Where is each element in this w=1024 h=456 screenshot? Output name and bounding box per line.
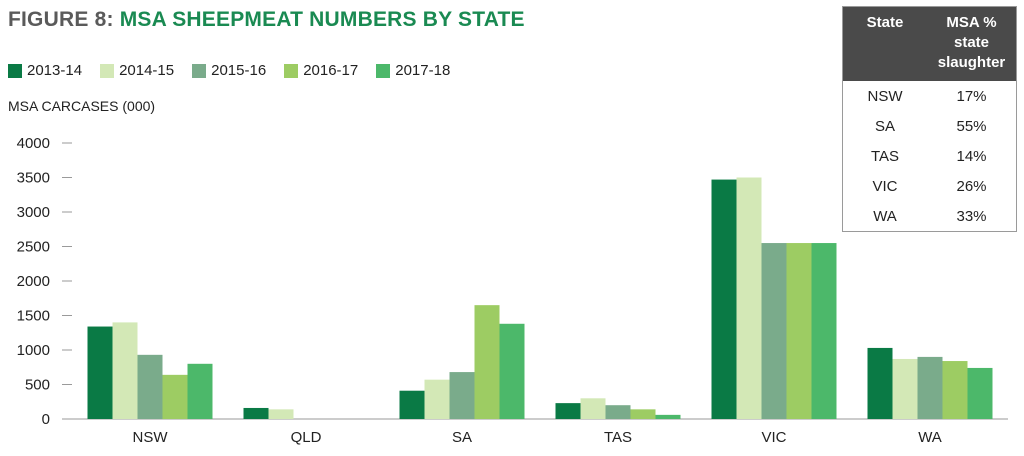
table-body: NSW 17% SA 55% TAS 14% VIC 26% WA 33%: [843, 81, 1016, 231]
table-row: WA 33%: [843, 201, 1016, 231]
x-tick-label: SA: [452, 429, 472, 446]
legend-label: 2013-14: [27, 62, 83, 79]
legend-label: 2014-15: [119, 62, 175, 79]
y-tick-label: 2000: [17, 273, 50, 290]
table-cell-msa-percent: 14%: [956, 147, 987, 165]
y-tick-label: 0: [42, 411, 50, 428]
table-cell-state: VIC: [872, 177, 898, 195]
legend-item: 2015-16: [192, 62, 266, 79]
figure-number: FIGURE 8:: [8, 8, 114, 31]
table-cell-state: TAS: [870, 147, 900, 165]
legend-item: 2014-15: [100, 62, 174, 79]
y-tick-label: 3000: [17, 204, 50, 221]
legend: 2013-14 2014-15 2015-16 2016-17 2017-18: [8, 62, 450, 79]
legend-swatch: [100, 63, 115, 78]
bar: [137, 354, 163, 419]
legend-swatch: [8, 63, 22, 78]
table-row: NSW 17%: [843, 81, 1016, 111]
bar: [892, 358, 918, 419]
bar: [243, 407, 269, 419]
table-cell-msa-percent: 55%: [956, 117, 987, 135]
bar: [786, 243, 812, 419]
y-tick-label: 500: [25, 377, 50, 394]
chart-title: FIGURE 8: MSA SHEEPMEAT NUMBERS BY STATE: [8, 8, 525, 32]
bar: [499, 323, 525, 419]
bar: [630, 409, 656, 419]
table-cell-msa-percent: 17%: [956, 87, 987, 105]
table-cell-state: NSW: [867, 87, 903, 105]
bar: [187, 363, 213, 419]
legend-label: 2017-18: [395, 62, 451, 79]
bar: [449, 372, 475, 419]
bar: [112, 322, 138, 419]
bar: [942, 361, 968, 419]
figure-title: MSA SHEEPMEAT NUMBERS BY STATE: [119, 8, 525, 31]
y-tick-label: 4000: [17, 135, 50, 152]
bar: [162, 374, 188, 419]
bar: [917, 356, 943, 419]
table-header-state: State: [843, 7, 927, 81]
bar: [605, 405, 631, 419]
x-tick-label: TAS: [604, 429, 632, 446]
bar: [580, 398, 606, 419]
table-cell-msa-percent: 33%: [956, 207, 987, 225]
msa-state-slaughter-table: State MSA % state slaughter NSW 17% SA 55% T…: [842, 6, 1017, 232]
y-axis-label: MSA CARCASES (000): [8, 98, 156, 114]
table-row: SA 55%: [843, 111, 1016, 141]
bar: [87, 326, 113, 419]
legend-swatch: [192, 63, 207, 78]
x-tick-label: VIC: [761, 429, 786, 446]
bar: [711, 179, 737, 419]
bar: [268, 409, 294, 419]
x-tick-label: NSW: [133, 429, 169, 446]
legend-swatch: [376, 63, 391, 78]
legend-item: 2017-18: [376, 62, 450, 79]
y-tick-label: 3500: [17, 170, 50, 187]
bar: [655, 414, 681, 419]
bar: [967, 367, 993, 419]
y-tick-label: 1500: [17, 308, 50, 325]
x-tick-label: QLD: [291, 429, 322, 446]
legend-item: 2013-14: [8, 62, 82, 79]
legend-swatch: [284, 63, 299, 78]
bar: [399, 390, 425, 419]
bar: [474, 305, 500, 419]
table-row: VIC 26%: [843, 171, 1016, 201]
y-tick-label: 2500: [17, 239, 50, 256]
legend-label: 2015-16: [211, 62, 267, 79]
legend-item: 2016-17: [284, 62, 358, 79]
y-tick-label: 1000: [17, 342, 50, 359]
bar: [761, 243, 787, 419]
legend-label: 2016-17: [303, 62, 359, 79]
table-header-row: State MSA % state slaughter: [843, 7, 1016, 81]
x-tick-label: WA: [918, 429, 942, 446]
bar: [811, 243, 837, 419]
bar: [424, 379, 450, 419]
bar: [555, 403, 581, 419]
bar: [736, 177, 762, 419]
bar: [867, 347, 893, 419]
table-cell-state: WA: [873, 207, 897, 225]
table-cell-msa-percent: 26%: [956, 177, 987, 195]
table-cell-state: SA: [874, 117, 895, 135]
table-header-msa-percent: MSA % state slaughter: [927, 7, 1016, 81]
table-row: TAS 14%: [843, 141, 1016, 171]
